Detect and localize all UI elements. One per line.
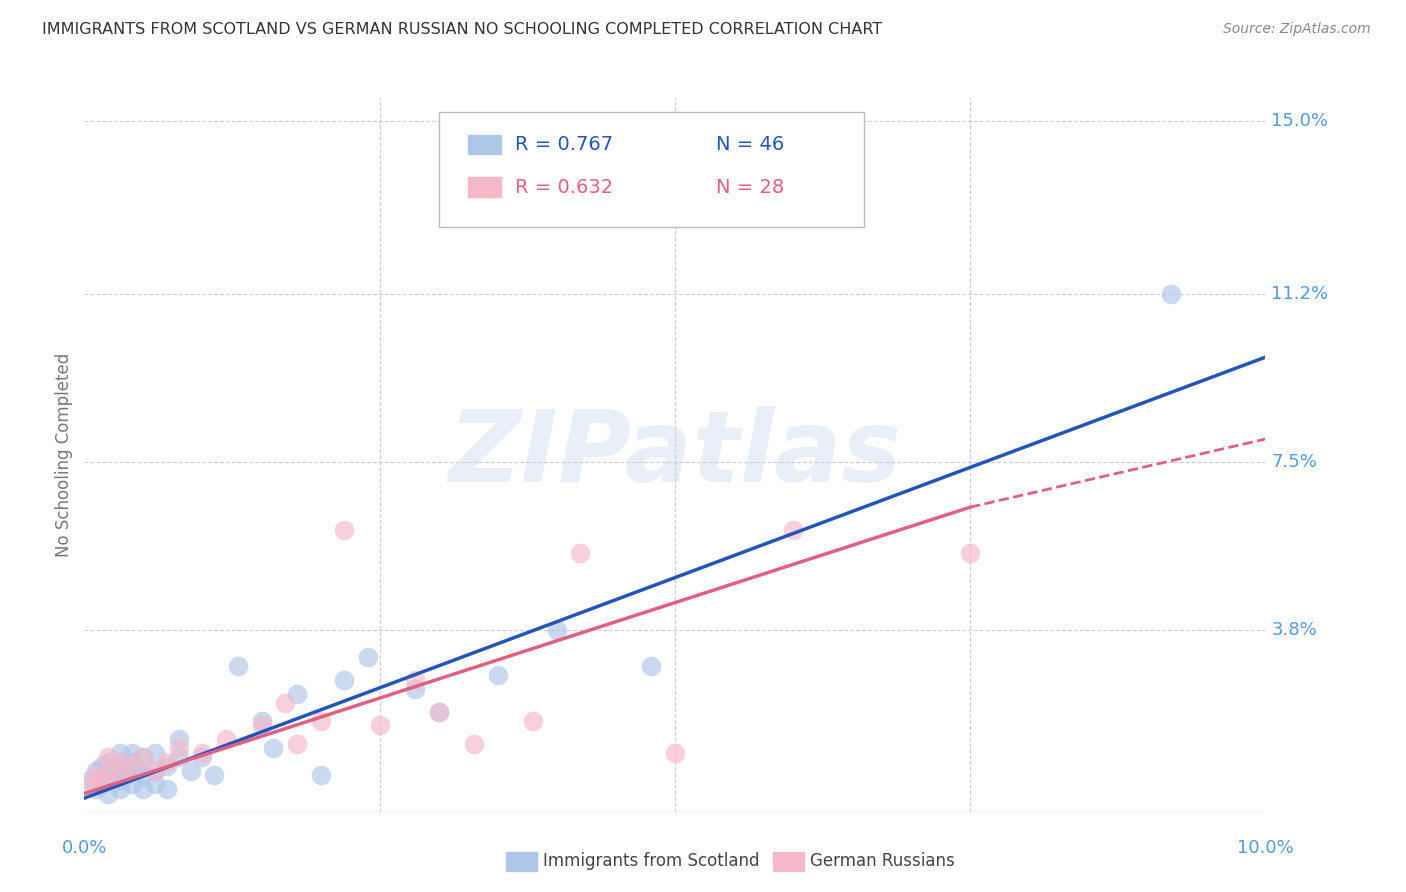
Point xyxy=(167,750,190,764)
Point xyxy=(108,782,131,797)
Point xyxy=(132,750,155,764)
Text: R = 0.767: R = 0.767 xyxy=(516,135,613,154)
Point xyxy=(427,705,450,719)
Bar xyxy=(468,178,502,197)
Text: N = 46: N = 46 xyxy=(716,135,785,154)
Text: 10.0%: 10.0% xyxy=(1237,839,1294,857)
Point xyxy=(143,777,166,791)
Point xyxy=(108,764,131,778)
Point xyxy=(191,746,214,760)
Text: R = 0.632: R = 0.632 xyxy=(516,178,613,197)
Text: N = 28: N = 28 xyxy=(716,178,785,197)
Point xyxy=(215,731,238,746)
Point xyxy=(546,623,568,637)
Text: 0.0%: 0.0% xyxy=(62,839,107,857)
Point xyxy=(309,768,332,782)
Point xyxy=(84,768,107,782)
Point xyxy=(97,787,120,801)
Point xyxy=(156,755,179,769)
Point xyxy=(108,768,131,782)
Point xyxy=(103,768,125,782)
Point xyxy=(262,741,284,756)
Point xyxy=(357,650,380,665)
Point xyxy=(132,750,155,764)
Point xyxy=(167,731,190,746)
Point xyxy=(84,782,107,797)
Point xyxy=(121,755,143,769)
FancyBboxPatch shape xyxy=(439,112,863,227)
Point xyxy=(91,759,114,773)
Text: Source: ZipAtlas.com: Source: ZipAtlas.com xyxy=(1223,22,1371,37)
Text: ZIPatlas: ZIPatlas xyxy=(449,407,901,503)
Point xyxy=(368,718,391,732)
Point xyxy=(97,764,120,778)
Point xyxy=(285,737,308,751)
Point xyxy=(156,782,179,797)
Point xyxy=(404,681,426,696)
Point xyxy=(309,714,332,728)
Point xyxy=(97,750,120,764)
Point xyxy=(664,746,686,760)
Point xyxy=(522,714,544,728)
Bar xyxy=(468,135,502,154)
Point xyxy=(121,777,143,791)
Point xyxy=(180,764,202,778)
Point xyxy=(250,714,273,728)
Point xyxy=(108,755,131,769)
Point xyxy=(143,764,166,778)
Point xyxy=(486,668,509,682)
Point xyxy=(132,782,155,797)
Point xyxy=(333,673,356,687)
Point xyxy=(108,772,131,787)
Point xyxy=(121,759,143,773)
Point xyxy=(121,746,143,760)
Point xyxy=(250,718,273,732)
Point xyxy=(97,772,120,787)
Point xyxy=(202,768,225,782)
Point xyxy=(132,768,155,782)
Point xyxy=(463,737,485,751)
Point xyxy=(97,755,120,769)
Text: Immigrants from Scotland: Immigrants from Scotland xyxy=(543,852,759,870)
Point xyxy=(167,741,190,756)
Text: 11.2%: 11.2% xyxy=(1271,285,1329,302)
Point xyxy=(108,746,131,760)
Point xyxy=(79,777,101,791)
Point xyxy=(121,764,143,778)
Point xyxy=(427,705,450,719)
Point xyxy=(114,768,136,782)
Point xyxy=(91,772,114,787)
Point xyxy=(959,546,981,560)
Point xyxy=(782,523,804,537)
Text: 7.5%: 7.5% xyxy=(1271,453,1317,471)
Point xyxy=(191,750,214,764)
Point xyxy=(79,772,101,787)
Point xyxy=(84,764,107,778)
Point xyxy=(285,687,308,701)
Point xyxy=(91,777,114,791)
Point xyxy=(226,659,249,673)
Y-axis label: No Schooling Completed: No Schooling Completed xyxy=(55,353,73,557)
Point xyxy=(274,696,297,710)
Point xyxy=(156,759,179,773)
Text: 15.0%: 15.0% xyxy=(1271,112,1329,130)
Text: IMMIGRANTS FROM SCOTLAND VS GERMAN RUSSIAN NO SCHOOLING COMPLETED CORRELATION CH: IMMIGRANTS FROM SCOTLAND VS GERMAN RUSSI… xyxy=(42,22,883,37)
Point xyxy=(143,746,166,760)
Point xyxy=(569,546,592,560)
Point xyxy=(127,764,149,778)
Point xyxy=(640,659,662,673)
Point xyxy=(1160,286,1182,301)
Point xyxy=(333,523,356,537)
Point xyxy=(143,764,166,778)
Point xyxy=(108,755,131,769)
Text: German Russians: German Russians xyxy=(810,852,955,870)
Point xyxy=(404,673,426,687)
Text: 3.8%: 3.8% xyxy=(1271,621,1317,639)
